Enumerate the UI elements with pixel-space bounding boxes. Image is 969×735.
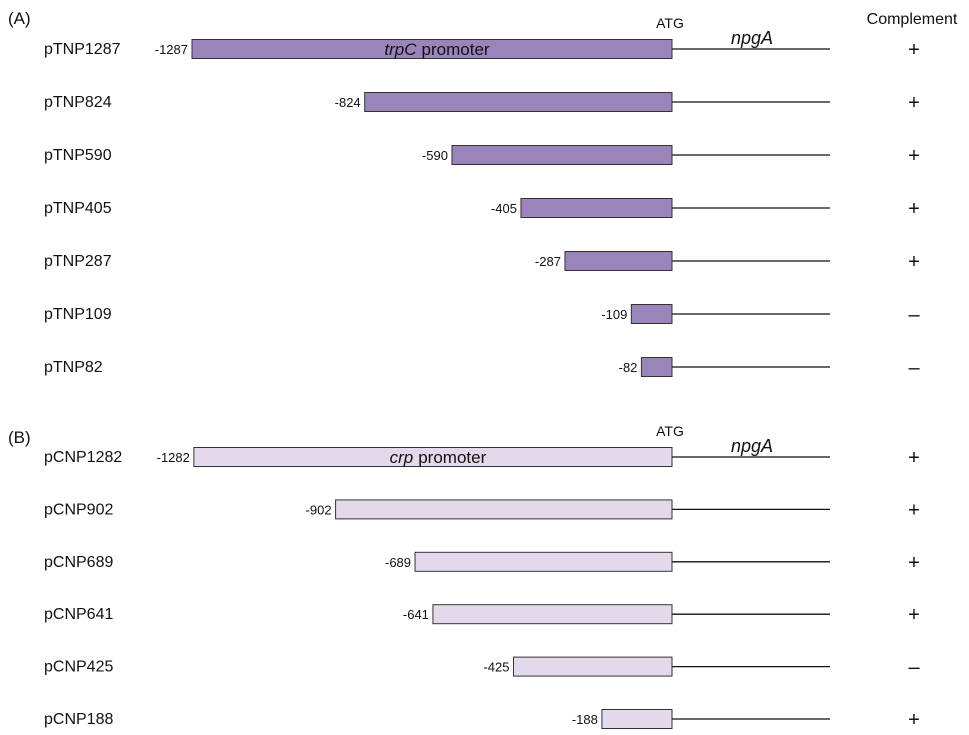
start-coordinate: -902 bbox=[306, 502, 332, 517]
promoter-bar bbox=[432, 604, 673, 625]
start-coordinate: -82 bbox=[619, 360, 638, 375]
construct-row: pTNP824 -824 + bbox=[44, 92, 920, 114]
panel-label: (B) bbox=[8, 428, 31, 447]
construct-row: pCNP641 -641 + bbox=[44, 604, 920, 626]
promoter-bar bbox=[451, 145, 673, 165]
start-coordinate: -1287 bbox=[155, 42, 188, 57]
construct-row: pCNP188 -188 + bbox=[44, 709, 920, 731]
start-coordinate: -641 bbox=[403, 607, 429, 622]
construct-row: pCNP1282 -1282 + crp promoter bbox=[44, 447, 920, 469]
start-coordinate: -287 bbox=[535, 254, 561, 269]
construct-row: pCNP689 -689 + bbox=[44, 551, 920, 574]
complement-sign: + bbox=[908, 552, 920, 574]
gene-label: npgA bbox=[731, 28, 773, 48]
construct-name: pCNP425 bbox=[44, 659, 113, 676]
complement-sign: + bbox=[908, 499, 920, 521]
promoter-bar bbox=[640, 357, 673, 377]
promoter-bar bbox=[601, 709, 673, 729]
construct-row: pCNP902 -902 + bbox=[44, 499, 920, 521]
complement-sign: – bbox=[908, 304, 920, 326]
start-coordinate: -405 bbox=[491, 201, 517, 216]
panel-b: (B) ATG npgA pCNP1282 -1282 + crp promoter pCNP9… bbox=[8, 423, 920, 731]
complement-sign: – bbox=[908, 357, 920, 379]
construct-name: pTNP590 bbox=[44, 147, 112, 164]
construct-name: pCNP689 bbox=[44, 554, 113, 571]
promoter-name: trpC bbox=[384, 40, 417, 59]
promoter-bar bbox=[512, 656, 673, 677]
promoter-word: promoter bbox=[418, 448, 486, 467]
promoter-label: crp promoter bbox=[390, 448, 487, 467]
construct-name: pTNP82 bbox=[44, 359, 103, 376]
complement-sign: – bbox=[908, 657, 920, 679]
promoter-bar bbox=[335, 499, 673, 520]
construct-name: pCNP1282 bbox=[44, 449, 122, 466]
start-coordinate: -590 bbox=[422, 148, 448, 163]
complement-sign: + bbox=[908, 447, 920, 469]
complement-header: Complement bbox=[867, 11, 958, 28]
construct-row: pTNP82 -82 – bbox=[44, 357, 920, 379]
construct-name: pTNP287 bbox=[44, 253, 112, 270]
construct-row: pCNP425 -425 – bbox=[44, 656, 920, 679]
atg-label: ATG bbox=[656, 423, 684, 439]
promoter-bar bbox=[364, 92, 673, 112]
complement-sign: + bbox=[908, 145, 920, 167]
construct-name: pCNP188 bbox=[44, 711, 113, 728]
construct-row: pTNP590 -590 + bbox=[44, 145, 920, 167]
start-coordinate: -425 bbox=[483, 660, 509, 675]
construct-name: pTNP405 bbox=[44, 200, 112, 217]
construct-name: pTNP1287 bbox=[44, 41, 121, 58]
complement-sign: + bbox=[908, 251, 920, 273]
complement-sign: + bbox=[908, 198, 920, 220]
promoter-bar bbox=[630, 304, 673, 324]
promoter-name: crp bbox=[390, 448, 414, 467]
atg-label: ATG bbox=[656, 15, 684, 31]
construct-name: pCNP902 bbox=[44, 501, 113, 518]
complement-sign: + bbox=[908, 709, 920, 731]
construct-name: pTNP109 bbox=[44, 306, 112, 323]
construct-row: pTNP405 -405 + bbox=[44, 198, 920, 220]
promoter-bar bbox=[520, 198, 673, 218]
construct-row: pTNP1287 -1287 + trpC promoter bbox=[44, 39, 920, 61]
panel-label: (A) bbox=[8, 9, 31, 28]
construct-row: pTNP287 -287 + bbox=[44, 251, 920, 273]
complement-sign: + bbox=[908, 92, 920, 114]
promoter-label: trpC promoter bbox=[384, 40, 489, 59]
promoter-bar bbox=[414, 551, 673, 572]
construct-row: pTNP109 -109 – bbox=[44, 304, 920, 326]
complement-sign: + bbox=[908, 39, 920, 61]
construct-name: pTNP824 bbox=[44, 94, 112, 111]
construct-name: pCNP641 bbox=[44, 606, 113, 623]
complement-sign: + bbox=[908, 604, 920, 626]
start-coordinate: -689 bbox=[385, 555, 411, 570]
promoter-bar bbox=[564, 251, 673, 271]
start-coordinate: -1282 bbox=[157, 450, 190, 465]
gene-label: npgA bbox=[731, 436, 773, 456]
start-coordinate: -824 bbox=[335, 95, 361, 110]
promoter-word: promoter bbox=[422, 40, 490, 59]
promoter-bar bbox=[191, 39, 673, 59]
promoter-bar bbox=[193, 447, 673, 467]
start-coordinate: -109 bbox=[601, 307, 627, 322]
start-coordinate: -188 bbox=[572, 712, 598, 727]
